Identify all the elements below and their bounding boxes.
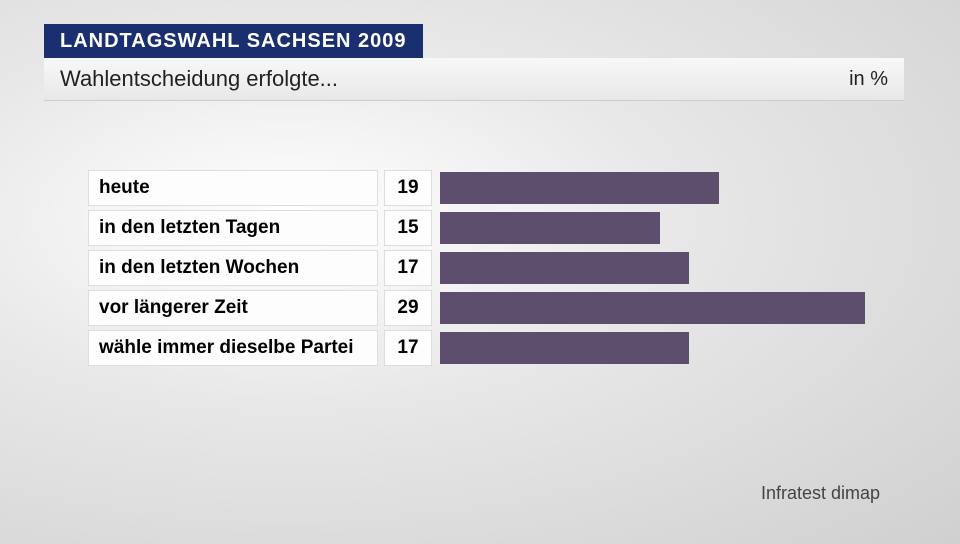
row-value: 17 [384,250,432,286]
chart-row: in den letzten Tagen 15 [88,210,880,246]
row-label: in den letzten Wochen [88,250,378,286]
row-label: vor längerer Zeit [88,290,378,326]
row-label: heute [88,170,378,206]
header-title: LANDTAGSWAHL SACHSEN 2009 [44,24,423,59]
unit-text: in % [849,68,888,91]
row-value: 29 [384,290,432,326]
chart-area: heute 19 in den letzten Tagen 15 in den … [88,170,880,370]
bar-container [440,170,880,206]
subtitle-text: Wahlentscheidung erfolgte... [60,66,338,92]
chart-row: wähle immer dieselbe Partei 17 [88,330,880,366]
bar-container [440,290,880,326]
bar-container [440,250,880,286]
row-value: 15 [384,210,432,246]
chart-row: heute 19 [88,170,880,206]
bar [440,172,719,204]
bar [440,252,689,284]
row-label: wähle immer dieselbe Partei [88,330,378,366]
bar [440,332,689,364]
row-value: 19 [384,170,432,206]
bar-container [440,330,880,366]
chart-row: in den letzten Wochen 17 [88,250,880,286]
bar [440,292,865,324]
bar-container [440,210,880,246]
subtitle-bar: Wahlentscheidung erfolgte... in % [44,58,904,101]
source-text: Infratest dimap [761,483,880,504]
bar [440,212,660,244]
chart-row: vor längerer Zeit 29 [88,290,880,326]
row-value: 17 [384,330,432,366]
row-label: in den letzten Tagen [88,210,378,246]
